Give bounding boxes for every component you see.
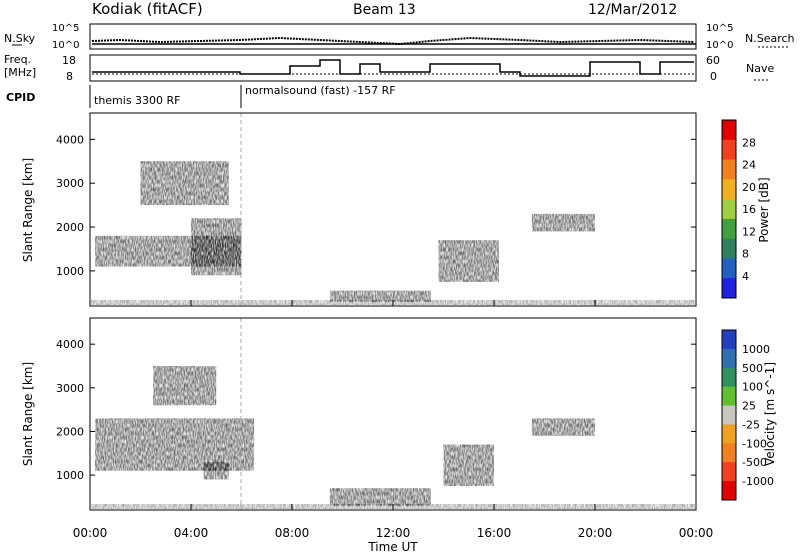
power-ytick-label-3: 4000 [56,133,84,146]
power-y-ticks: 1000 2000 3000 4000 [56,133,696,278]
power-colorbar-swatch-4 [722,199,736,220]
velocity-panel: 1000 2000 3000 4000 Slant Range [km] [21,317,697,511]
freq-label-1: Freq. [4,53,31,66]
power-region-2 [191,218,242,276]
velocity-colorbar-tick-6: -500 [742,456,767,469]
velocity-colorbar-swatch-5 [722,424,736,444]
xtick-label-0: 00:00 [73,526,108,540]
velocity-colorbar-swatch-8 [722,481,736,501]
freq-tick-bottom: 8 [66,70,73,83]
nsky-label: N.Sky [4,32,36,45]
velocity-colorbar-tick-5: -100 [742,437,767,450]
velocity-colorbar-swatch-4 [722,405,736,425]
power-colorbar-swatch-1 [722,139,736,161]
cpid-segment-1: themis 3300 RF [94,94,181,107]
velocity-colorbar-swatch-1 [722,348,736,369]
radar-title: Kodiak (fitACF) [92,0,203,18]
power-colorbar-swatch-0 [722,120,736,141]
nsky-tick-top: 10^5 [52,23,79,34]
xtick-label-1: 04:00 [174,526,209,540]
power-colorbar: 28 24 20 16 12 8 4 [721,119,756,299]
velocity-colorbar-swatch-2 [722,367,736,388]
power-colorbar-tick-6: 4 [742,270,749,283]
power-colorbar-swatch-2 [722,159,736,180]
power-region-4 [438,240,500,282]
freq-panel [89,54,697,82]
nave-tick-top: 60 [706,54,720,67]
nsearch-tick-top: 10^5 [706,23,733,34]
nave-tick-bottom: 0 [710,70,717,83]
power-colorbar-tick-0: 28 [742,136,756,149]
nsearch-tick-bottom: 10^0 [706,40,733,51]
cpid-label: CPID [6,91,35,104]
freq-trace [92,59,694,77]
nsky-tick-bottom: 10^0 [52,40,79,51]
velocity-region-2 [203,462,229,480]
velocity-colorbar-label: Velocity [m s^-1] [763,362,777,466]
power-colorbar-tick-1: 24 [742,159,756,172]
power-colorbar-tick-3: 16 [742,203,756,216]
velocity-ytick-label-0: 1000 [56,469,84,482]
velocity-colorbar-swatch-7 [722,462,736,482]
power-y-axis-label: Slant Range [km] [21,158,35,262]
power-region-5 [531,213,595,232]
velocity-y-axis-label: Slant Range [km] [21,362,35,466]
velocity-region-0 [95,418,255,471]
nsky-panel [89,23,697,50]
velocity-colorbar-tick-7: -1000 [742,475,774,488]
xtick-label-6: 00:00 [679,526,714,540]
date-title: 12/Mar/2012 [588,2,677,18]
velocity-colorbar-tick-4: -25 [742,418,760,431]
xtick-label-5: 20:00 [578,526,613,540]
xtick-label-3: 12:00 [376,526,411,540]
nave-label: Nave [746,62,774,75]
power-colorbar-tick-5: 8 [742,248,749,261]
velocity-region-3 [329,488,431,506]
power-colorbar-label: Power [dB] [757,177,771,242]
freq-label-2: [MHz] [4,66,36,79]
cpid-segment-2: normalsound (fast) -157 RF [245,84,396,97]
velocity-ytick-label-2: 3000 [56,382,84,395]
velocity-colorbar-swatch-6 [722,443,736,463]
velocity-region-4 [443,444,494,486]
velocity-ytick-label-3: 4000 [56,338,84,351]
xtick-label-2: 08:00 [275,526,310,540]
power-colorbar-tick-4: 12 [742,225,756,238]
beam-title: Beam 13 [353,2,416,18]
power-panel: 1000 2000 3000 4000 Slant Range [km] [21,112,697,307]
velocity-ytick-label-1: 2000 [56,425,84,438]
velocity-colorbar-frame [721,329,737,501]
power-colorbar-tick-2: 20 [742,181,756,194]
velocity-colorbar-swatch-3 [722,386,736,407]
velocity-colorbar-tick-0: 1000 [742,343,770,356]
freq-tick-top: 18 [62,54,76,67]
power-ytick-label-0: 1000 [56,265,84,278]
power-colorbar-frame [721,119,737,299]
x-axis-ticks: 00:00 04:00 08:00 12:00 16:00 20:00 00:00 [73,300,714,540]
nsearch-label: N.Search [745,32,795,45]
power-ytick-label-2: 3000 [56,177,84,190]
x-axis-label: Time UT [367,540,418,554]
power-colorbar-swatch-6 [722,238,736,259]
xtick-label-4: 16:00 [477,526,512,540]
power-colorbar-swatch-5 [722,218,736,240]
power-colorbar-swatch-7 [722,258,736,279]
velocity-region-5 [531,418,595,436]
nsky-trace [91,36,695,46]
power-colorbar-swatch-8 [722,278,736,299]
velocity-colorbar-tick-3: 25 [742,400,756,413]
power-colorbar-swatch-3 [722,179,736,200]
velocity-colorbar-swatch-0 [722,330,736,350]
velocity-region-1 [153,366,217,406]
power-ytick-label-1: 2000 [56,221,84,234]
velocity-y-ticks: 1000 2000 3000 4000 [56,338,696,482]
power-region-1 [140,161,229,206]
velocity-colorbar-tick-1: 500 [742,362,763,375]
velocity-colorbar-tick-2: 100 [742,381,763,394]
power-region-3 [329,290,431,302]
velocity-colorbar: 1000 500 100 25 -25 -100 -500 -1000 [721,329,774,501]
